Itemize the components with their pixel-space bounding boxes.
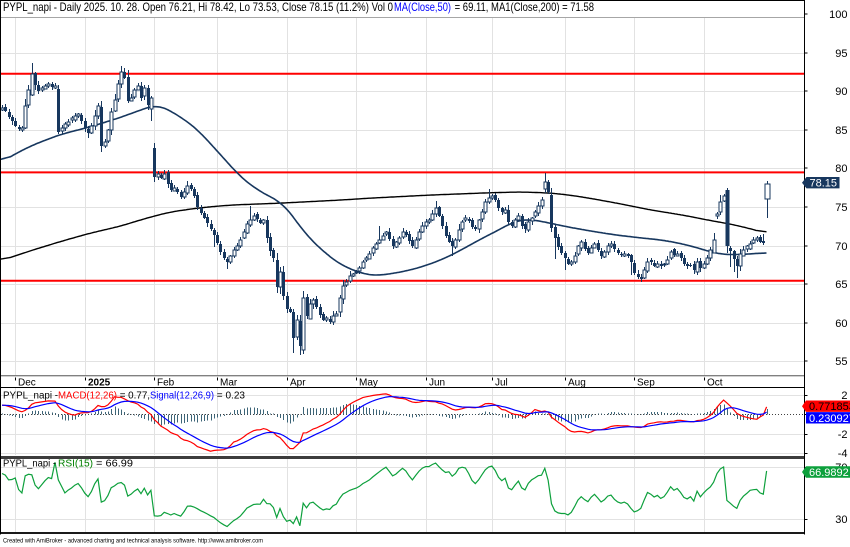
svg-text:90: 90 (835, 86, 847, 98)
svg-text:PYPL_napi - Daily 2025. 10. 28: PYPL_napi - Daily 2025. 10. 28. Open 76.… (3, 0, 393, 14)
svg-text:= 66.99: = 66.99 (93, 459, 133, 470)
svg-text:Jul: Jul (495, 378, 508, 389)
svg-text:= 69.11, MA1(Close,200) = 71.5: = 69.11, MA1(Close,200) = 71.58 (452, 0, 594, 14)
svg-text:0.771853: 0.771853 (809, 401, 850, 413)
svg-text:100: 100 (829, 9, 847, 21)
svg-text:MACD(12,26): MACD(12,26) (58, 391, 117, 402)
svg-text:-2: -2 (838, 429, 848, 441)
svg-text:= 0.23: = 0.23 (214, 391, 245, 402)
svg-text:30: 30 (835, 514, 847, 526)
svg-text:Created with AmiBroker - advan: Created with AmiBroker - advanced charti… (3, 538, 263, 545)
svg-text:Jun: Jun (429, 378, 445, 389)
svg-text:Apr: Apr (290, 378, 306, 389)
svg-text:80: 80 (835, 163, 847, 175)
svg-text:Oct: Oct (707, 378, 723, 389)
svg-text:-4: -4 (838, 448, 848, 460)
svg-text:PYPL_napi -: PYPL_napi - (3, 391, 58, 402)
svg-text:Aug: Aug (568, 378, 586, 389)
svg-text:Sep: Sep (637, 378, 655, 389)
svg-text:60: 60 (835, 318, 847, 330)
svg-text:= 0.77,: = 0.77, (117, 391, 150, 402)
svg-text:Feb: Feb (157, 378, 175, 389)
svg-text:70: 70 (835, 241, 847, 253)
svg-text:66.9892: 66.9892 (809, 467, 849, 479)
svg-text:0.230927: 0.230927 (809, 413, 850, 425)
svg-text:Mar: Mar (220, 378, 238, 389)
svg-text:2: 2 (841, 390, 847, 402)
svg-text:RSI(15): RSI(15) (58, 459, 93, 470)
svg-text:MA(Close,50): MA(Close,50) (394, 0, 451, 14)
svg-text:PYPL_napi -: PYPL_napi - (3, 459, 56, 470)
svg-text:Signal(12,26,9): Signal(12,26,9) (150, 391, 214, 402)
svg-text:95: 95 (835, 48, 847, 60)
svg-text:55: 55 (835, 356, 847, 368)
svg-text:85: 85 (835, 125, 847, 137)
svg-text:2025: 2025 (88, 378, 111, 389)
svg-text:65: 65 (835, 279, 847, 291)
svg-text:78.15: 78.15 (810, 178, 838, 190)
svg-text:Dec: Dec (18, 378, 36, 389)
svg-text:75: 75 (835, 202, 847, 214)
svg-text:May: May (359, 378, 378, 389)
